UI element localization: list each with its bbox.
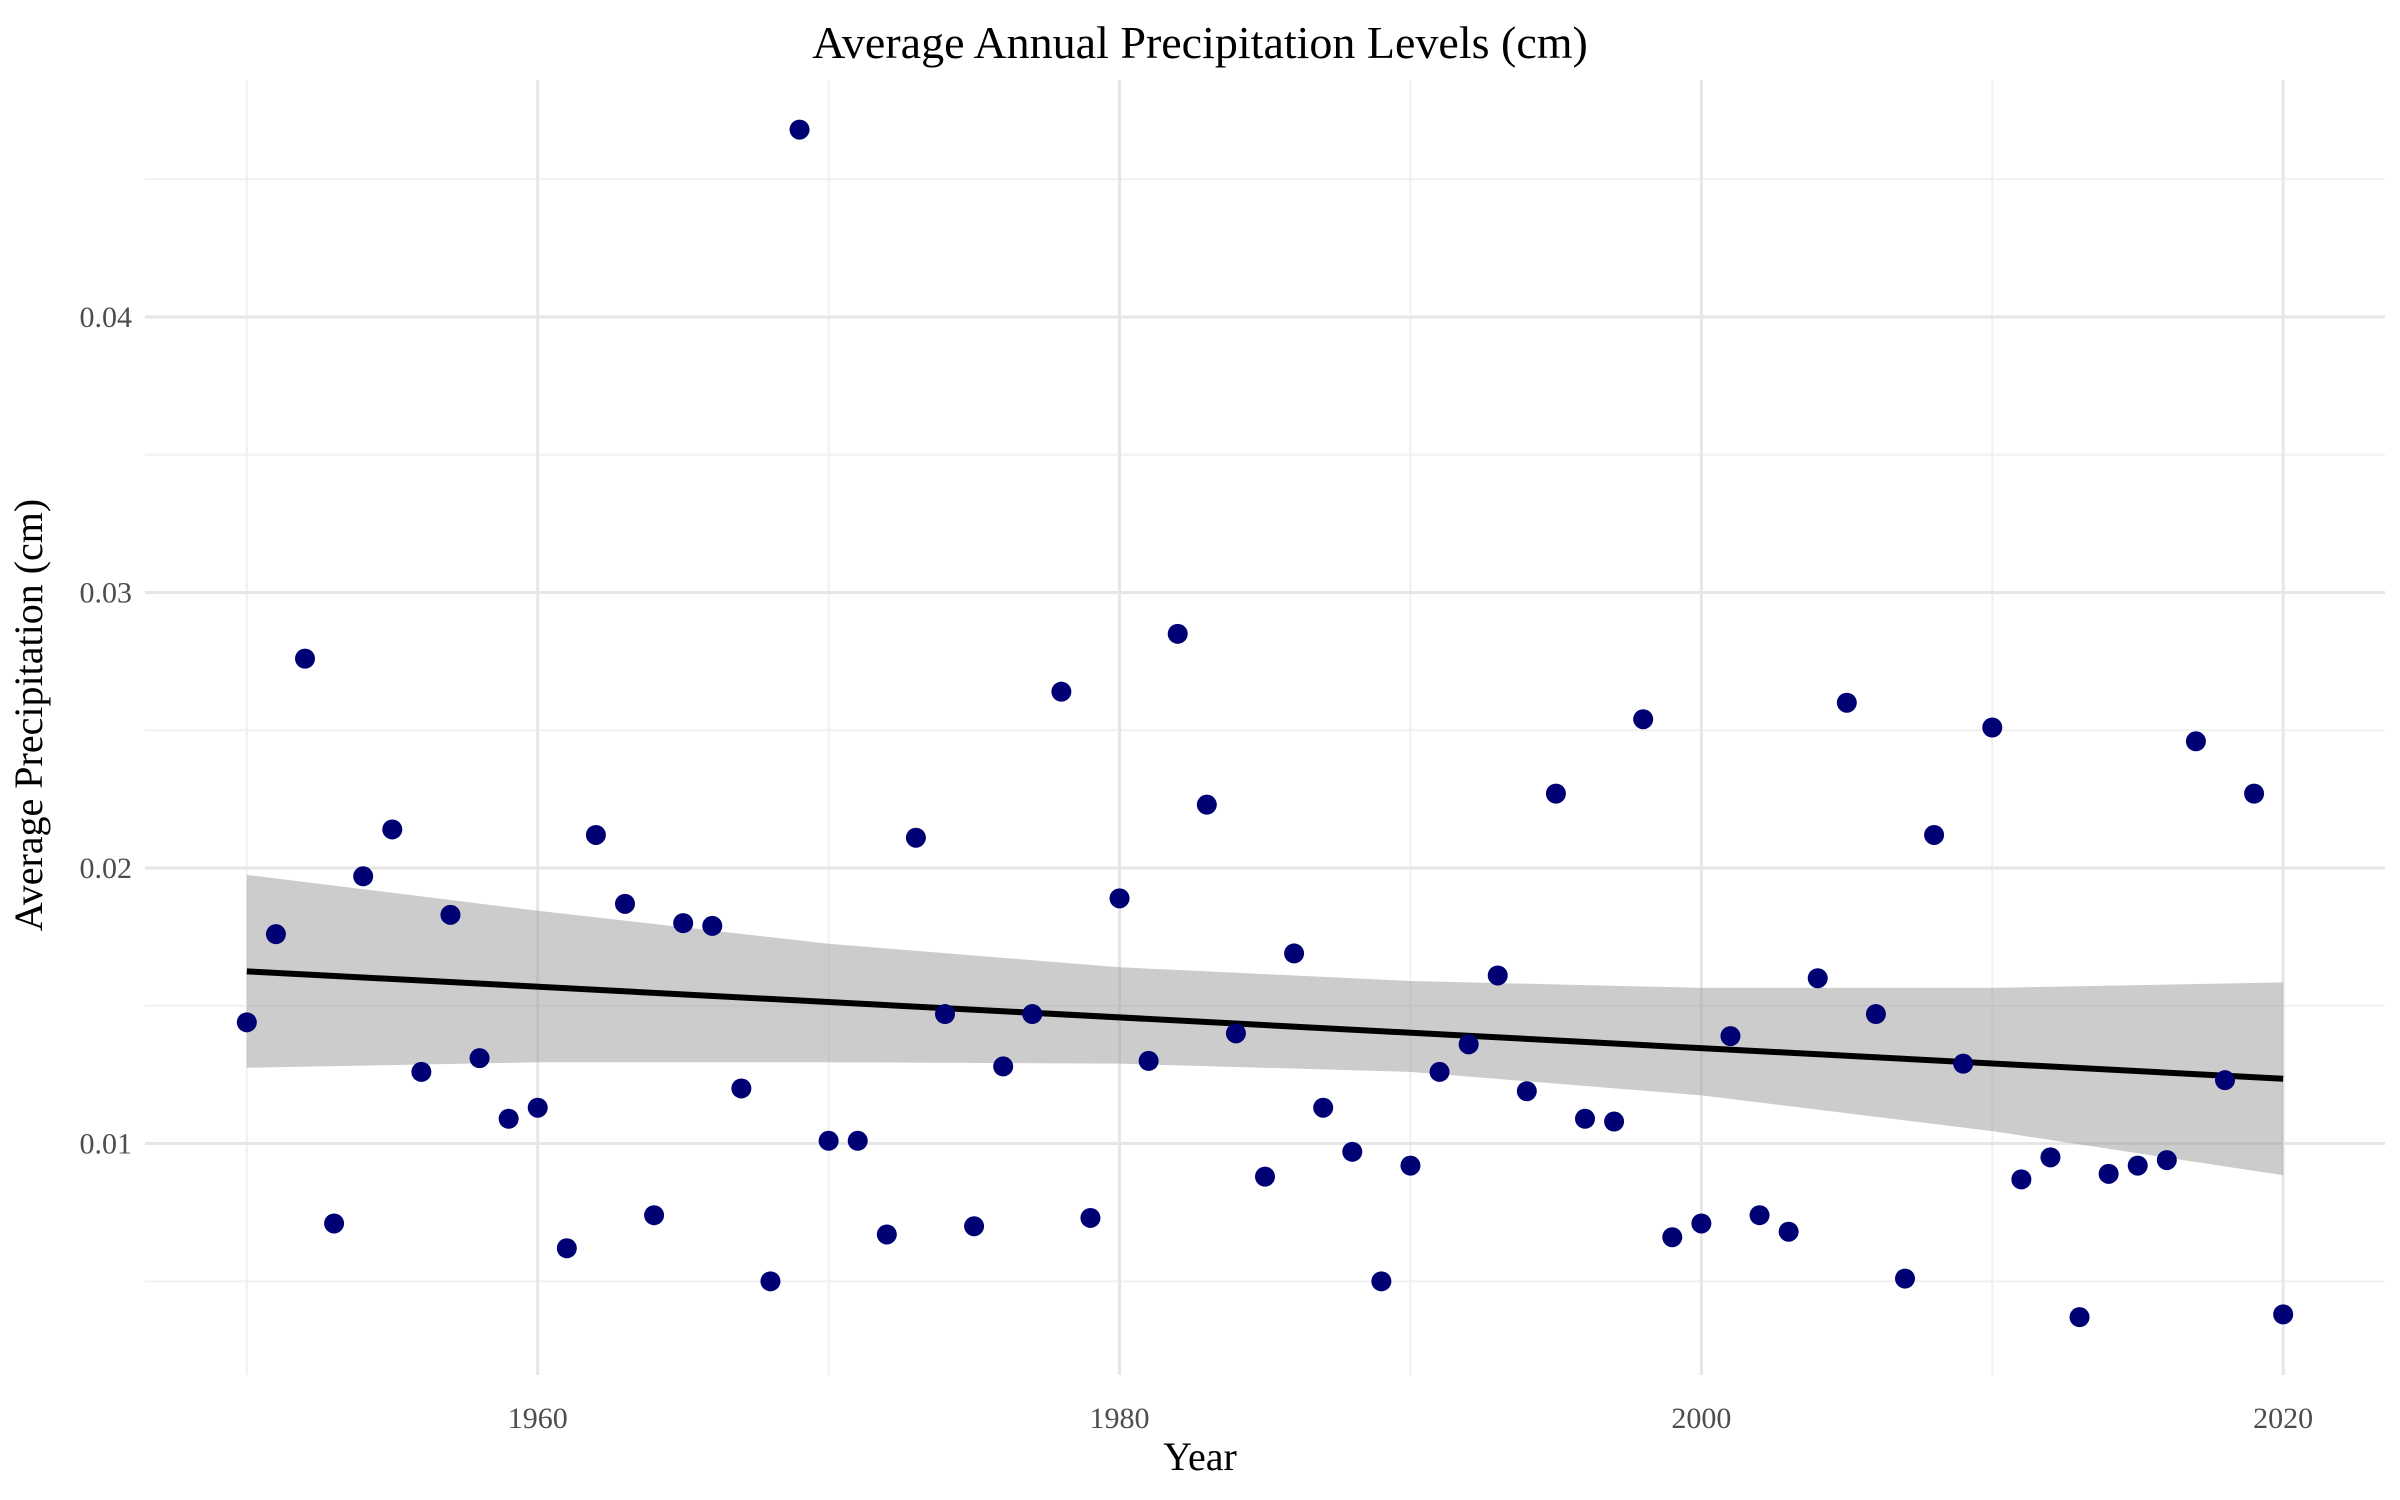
data-point [1487, 965, 1508, 986]
data-point [2011, 1169, 2032, 1190]
data-point [789, 119, 810, 140]
data-point [1022, 1004, 1043, 1025]
data-point [673, 913, 694, 934]
data-point [1691, 1213, 1712, 1234]
data-point [1225, 1023, 1246, 1044]
data-point [731, 1078, 752, 1099]
data-point [935, 1004, 955, 1025]
y-tick-label: 0.03 [80, 576, 133, 609]
x-tick-labels: 1960 1980 2000 2020 [508, 1402, 2313, 1435]
data-point [2215, 1070, 2235, 1091]
data-point [2069, 1307, 2090, 1328]
data-point [1051, 681, 1072, 702]
y-tick-label: 0.01 [80, 1128, 133, 1161]
data-point [1720, 1026, 1741, 1047]
data-point [295, 648, 315, 669]
data-point [1807, 968, 1828, 989]
data-point [1284, 943, 1305, 964]
data-point [1778, 1221, 1799, 1242]
data-point [527, 1097, 548, 1118]
data-point [1662, 1227, 1683, 1248]
data-point [556, 1238, 577, 1259]
data-point [1545, 783, 1566, 804]
data-point [905, 827, 926, 848]
trend-line [246, 968, 2284, 1082]
data-point [585, 824, 606, 845]
data-point [1342, 1141, 1363, 1162]
data-point [760, 1271, 781, 1292]
data-point [411, 1061, 432, 1082]
data-point [1924, 824, 1945, 845]
data-point [498, 1108, 519, 1129]
data-point [1255, 1166, 1275, 1187]
data-point [1080, 1207, 1101, 1228]
data-point [964, 1216, 985, 1237]
data-point [1196, 794, 1217, 815]
data-point [1313, 1097, 1334, 1118]
data-point [1109, 888, 1130, 909]
data-point [2098, 1163, 2119, 1184]
y-tick-labels: 0.01 0.02 0.03 0.04 [80, 301, 133, 1161]
data-point [2156, 1150, 2177, 1171]
data-point [615, 893, 635, 914]
data-point [440, 904, 461, 925]
x-axis-title: Year [1163, 1434, 1237, 1479]
data-point [382, 819, 403, 840]
data-point [324, 1213, 345, 1234]
data-point [1575, 1108, 1595, 1129]
data-point [265, 924, 286, 945]
x-tick-label: 2020 [2253, 1402, 2313, 1435]
data-point [1865, 1004, 1886, 1025]
y-tick-label: 0.02 [80, 852, 133, 885]
data-point [993, 1056, 1014, 1077]
data-point [469, 1048, 490, 1069]
data-point [1458, 1034, 1479, 1055]
data-point [1604, 1111, 1625, 1132]
data-point [1836, 692, 1857, 713]
y-tick-label: 0.04 [80, 301, 133, 334]
data-point [847, 1130, 868, 1151]
data-point [1429, 1061, 1450, 1082]
data-point [1400, 1155, 1421, 1176]
data-point [1516, 1081, 1537, 1102]
y-axis-title: Average Precipitation (cm) [6, 499, 51, 931]
data-point [2273, 1304, 2294, 1325]
x-tick-label: 2000 [1671, 1402, 1731, 1435]
data-point [2244, 783, 2265, 804]
trend-line-layer [246, 968, 2284, 1082]
data-point [1138, 1050, 1159, 1071]
x-tick-label: 1980 [1090, 1402, 1150, 1435]
data-point [2185, 731, 2206, 752]
data-point [236, 1012, 257, 1033]
x-tick-label: 1960 [508, 1402, 568, 1435]
data-point [1953, 1053, 1974, 1074]
data-point [1895, 1268, 1915, 1289]
chart-title: Average Annual Precipitation Levels (cm) [812, 17, 1588, 68]
data-point [876, 1224, 897, 1245]
data-point [2127, 1155, 2148, 1176]
data-point [2040, 1147, 2061, 1168]
data-points [236, 119, 2294, 1328]
data-point [644, 1205, 665, 1226]
data-point [1749, 1205, 1770, 1226]
data-point [1982, 717, 2003, 738]
data-point [1633, 709, 1654, 730]
data-point [1167, 623, 1188, 644]
data-point [818, 1130, 839, 1151]
data-point [353, 866, 374, 887]
data-point [702, 915, 723, 936]
data-point [1371, 1271, 1392, 1292]
